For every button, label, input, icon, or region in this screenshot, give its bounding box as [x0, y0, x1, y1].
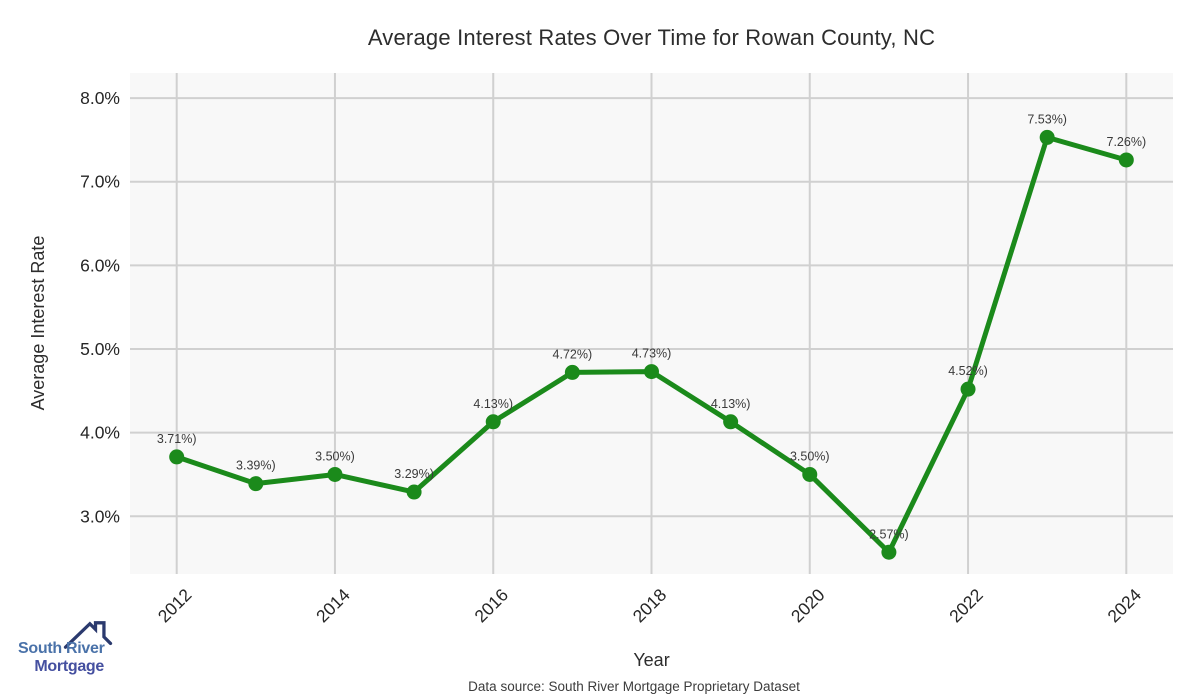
data-point: [802, 466, 818, 482]
point-label: 4.73%): [632, 347, 672, 361]
data-point: [1118, 152, 1134, 168]
data-source-note: Data source: South River Mortgage Propri…: [468, 679, 800, 694]
y-tick-label: 8.0%: [80, 88, 120, 108]
x-tick-label: 2012: [154, 585, 196, 627]
x-tick-label: 2016: [470, 585, 512, 627]
data-point: [406, 484, 422, 500]
data-point: [960, 381, 976, 397]
point-label: 3.71%): [157, 432, 197, 446]
point-label: 4.13%): [473, 397, 513, 411]
data-point: [644, 364, 659, 380]
y-tick-label: 3.0%: [80, 506, 120, 526]
chart-title: Average Interest Rates Over Time for Row…: [367, 25, 936, 50]
data-point: [485, 414, 501, 430]
point-label: 4.52%): [948, 364, 988, 378]
point-label: 7.53%): [1027, 112, 1067, 126]
y-tick-label: 7.0%: [80, 172, 120, 192]
y-tick-label: 5.0%: [80, 339, 120, 359]
data-point: [1039, 129, 1055, 145]
brand-logo: South River Mortgage: [18, 617, 120, 685]
logo-text-south-river: South River: [18, 640, 105, 657]
y-axis-title: Average Interest Rate: [28, 235, 48, 411]
house-roof-icon: [63, 621, 113, 649]
point-label: 2.57%): [869, 527, 909, 541]
point-label: 3.50%): [315, 449, 355, 463]
data-point: [723, 414, 739, 430]
data-point: [881, 544, 897, 560]
x-tick-label: 2024: [1103, 585, 1145, 627]
data-point: [169, 449, 185, 465]
y-tick-label: 6.0%: [80, 255, 120, 275]
data-point: [327, 466, 343, 482]
point-label: 4.72%): [553, 347, 593, 361]
logo-text-mortgage: Mortgage: [34, 658, 104, 675]
point-label: 7.26%): [1107, 135, 1147, 149]
data-point: [248, 476, 264, 492]
x-axis-title: Year: [633, 650, 670, 670]
point-label: 4.13%): [711, 397, 751, 411]
point-label: 3.50%): [790, 449, 830, 463]
y-tick-label: 4.0%: [80, 423, 120, 443]
x-tick-label: 2014: [312, 585, 354, 627]
x-tick-label: 2022: [945, 585, 987, 627]
x-tick-label: 2020: [787, 585, 829, 627]
point-label: 3.39%): [236, 459, 276, 473]
roof-outline: [63, 621, 113, 649]
data-point: [564, 364, 580, 380]
point-label: 3.29%): [394, 467, 434, 481]
x-tick-label: 2018: [629, 585, 671, 627]
